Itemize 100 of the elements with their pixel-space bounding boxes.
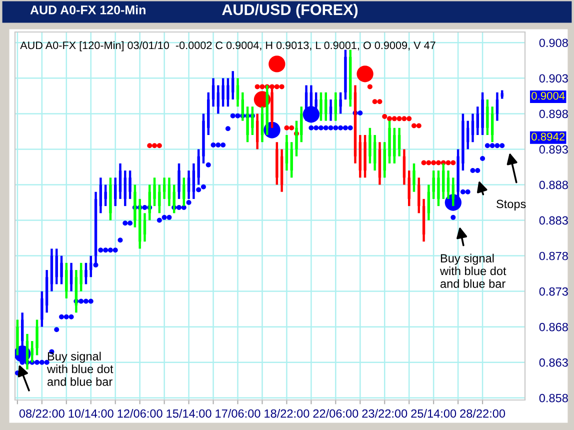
candlestick [418, 176, 420, 214]
candlestick [481, 91, 484, 136]
point [412, 123, 416, 128]
candlestick [476, 105, 479, 136]
candlestick [80, 262, 82, 292]
candlestick [398, 126, 401, 158]
candlestick [486, 98, 489, 136]
candlestick [162, 176, 166, 200]
candlestick [36, 318, 38, 356]
candlestick [118, 162, 122, 200]
candlestick [432, 169, 435, 200]
candlestick [60, 254, 63, 286]
point [431, 160, 436, 166]
candlestick [212, 77, 215, 108]
point [147, 143, 152, 148]
candlestick [408, 169, 410, 208]
x-tick-label: 17/06:00 [216, 409, 260, 418]
candlestick [490, 105, 494, 144]
candlestick [339, 91, 342, 115]
candlestick [236, 77, 240, 108]
candlestick [124, 169, 126, 208]
y-tick-label: 0.893 [539, 145, 568, 154]
point [268, 56, 286, 72]
y-tick-label: 0.873 [539, 287, 568, 296]
point [260, 84, 265, 90]
candlestick [364, 134, 366, 179]
point [377, 99, 382, 104]
point [402, 116, 407, 122]
candlestick [232, 70, 234, 101]
candlestick [290, 141, 293, 179]
x-tick-label: 23/22:00 [362, 409, 408, 418]
candlestick [65, 262, 68, 300]
y-tick-label: 0.908 [539, 38, 568, 48]
candlestick [300, 105, 303, 144]
candlestick [462, 112, 464, 172]
candlestick [285, 134, 288, 172]
candlestick [134, 184, 136, 228]
candlestick [334, 91, 338, 122]
x-tick-label: 15/14:00 [166, 409, 212, 418]
point [387, 116, 392, 122]
point [426, 160, 432, 166]
candlestick [70, 262, 73, 292]
candlestick [178, 162, 180, 200]
candlestick [427, 184, 430, 222]
candlestick [153, 176, 156, 208]
candlestick [276, 141, 278, 186]
candlestick [84, 262, 88, 286]
candlestick [466, 120, 470, 150]
chart-title: AUD/USD (FOREX) [222, 4, 358, 18]
point [382, 114, 388, 120]
text: 0.9004 [532, 92, 565, 100]
candlestick [128, 169, 132, 200]
point [450, 160, 456, 166]
candlestick [222, 77, 224, 108]
candlestick [104, 184, 107, 208]
y-tick-label: 0.888 [539, 180, 568, 190]
point [152, 143, 158, 148]
point [396, 116, 402, 122]
candlestick [373, 134, 376, 172]
candlestick [168, 176, 171, 208]
x-tick-label: 28/22:00 [460, 409, 506, 418]
x-tick-label: 25/14:00 [411, 409, 456, 418]
point [392, 116, 397, 122]
point [436, 160, 441, 166]
x-tick-label: 18/22:00 [264, 409, 310, 418]
candlestick [412, 162, 416, 193]
point [274, 84, 280, 90]
x-tick-label: 10/14:00 [68, 409, 114, 418]
candlestick [344, 48, 347, 101]
annotation: Buy signal with blue dot and blue bar [440, 254, 506, 288]
candlestick [202, 112, 205, 165]
candlestick [320, 91, 322, 122]
candlestick [216, 84, 220, 115]
candlestick [114, 176, 117, 208]
text: AUD A0-FX [120-Min] 03/01/10 -0.0002 C 0.9004, H 0.9013, L 0.9001, O 0.9009, V 47 [20, 41, 436, 52]
point [279, 84, 284, 90]
candlestick [383, 141, 386, 179]
candlestick [402, 148, 406, 186]
y-tick-label: 0.868 [539, 322, 568, 332]
point [446, 160, 451, 166]
candlestick [368, 126, 372, 165]
point [356, 66, 374, 82]
point [367, 84, 372, 90]
candlestick [40, 290, 44, 328]
candlestick [393, 126, 396, 165]
point [372, 99, 378, 104]
candlestick [496, 91, 499, 122]
candlestick [260, 105, 264, 144]
candlestick [256, 112, 259, 150]
point [406, 116, 412, 122]
x-tick-label: 08/22:00 [19, 409, 64, 418]
candlestick [16, 318, 19, 356]
candlestick [471, 112, 474, 144]
y-tick-label: 0.903 [539, 74, 568, 83]
candlestick [99, 176, 102, 214]
text: 0.8942 [532, 132, 565, 141]
point [156, 143, 162, 148]
x-tick-label: 12/06:00 [118, 409, 162, 418]
candlestick [324, 91, 328, 122]
candlestick [197, 148, 200, 186]
